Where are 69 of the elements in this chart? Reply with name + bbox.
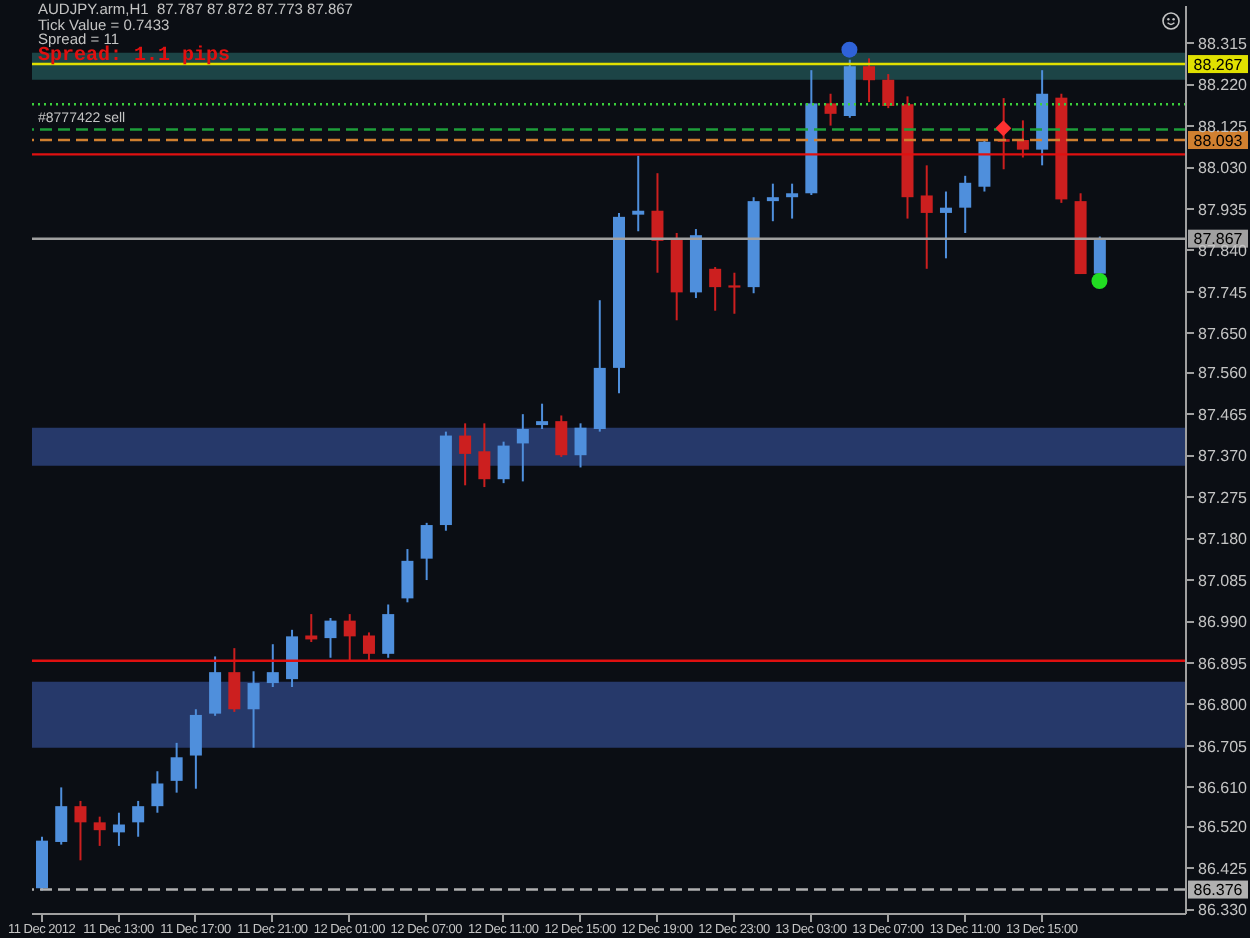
candlestick: [459, 422, 472, 487]
ref-line-label: 86.376: [1193, 881, 1244, 900]
candlestick: [478, 422, 491, 489]
y-tick-label: 87.370: [1198, 447, 1249, 466]
candlestick: [151, 770, 164, 814]
y-tick-label: 87.935: [1198, 200, 1249, 219]
candlestick: [228, 647, 241, 713]
candlestick: [882, 73, 895, 110]
candlestick: [286, 628, 299, 688]
y-tick-label: 86.610: [1198, 779, 1249, 798]
candlestick: [786, 182, 799, 220]
candlestick: [497, 440, 510, 485]
point: [995, 120, 1012, 137]
y-tick-label: 87.650: [1198, 325, 1249, 344]
candlestick: [766, 182, 779, 223]
candlestick: [247, 670, 260, 749]
y-tick-label: 87.180: [1198, 530, 1249, 549]
candlestick: [343, 613, 356, 662]
candlestick: [170, 741, 183, 794]
candlestick: [959, 174, 972, 234]
y-tick-label: 86.990: [1198, 613, 1249, 632]
y-tick-label: 87.465: [1198, 405, 1249, 424]
candlestick: [420, 521, 433, 582]
candlestick: [305, 613, 318, 644]
y-tick-label: 88.315: [1198, 34, 1249, 53]
candlestick: [978, 138, 991, 193]
ref-line-label: 88.093: [1193, 131, 1244, 150]
y-tick-label: 86.330: [1198, 901, 1249, 920]
candlestick: [536, 402, 549, 431]
point: [1091, 273, 1108, 290]
candlestick: [555, 414, 568, 458]
y-tick-label: 86.425: [1198, 859, 1249, 878]
y-tick-label: 88.220: [1198, 76, 1249, 95]
y-tick-label: 87.560: [1198, 364, 1249, 383]
candlestick: [362, 631, 375, 662]
candlestick: [939, 190, 952, 260]
candlestick: [516, 413, 529, 483]
candlestick: [132, 799, 145, 838]
candlestick: [324, 617, 337, 659]
y-tick-label: 86.800: [1198, 696, 1249, 715]
candlestick: [74, 799, 87, 862]
point: [841, 41, 858, 58]
candlestick: [632, 154, 645, 233]
candlestick: [709, 266, 722, 312]
candlestick: [863, 57, 876, 104]
candlestick: [574, 422, 587, 469]
candlestick: [920, 164, 933, 270]
candlestick: [824, 92, 837, 127]
y-tick-label: 86.705: [1198, 737, 1249, 756]
y-tick-label: 87.745: [1198, 283, 1249, 302]
y-tick-label: 87.085: [1198, 571, 1249, 590]
candlestick: [266, 643, 279, 688]
candlestick: [189, 708, 202, 790]
candlestick: [728, 271, 741, 315]
candlestick: [651, 172, 664, 274]
candlestick: [209, 655, 222, 717]
y-tick-label: 86.520: [1198, 818, 1249, 837]
candlestick: [36, 835, 48, 892]
candlestick: [401, 548, 414, 604]
y-tick-label: 86.895: [1198, 654, 1249, 673]
candlestick: [382, 603, 395, 659]
candlestick: [1016, 119, 1029, 159]
y-tick-label: 88.030: [1198, 159, 1249, 178]
candlestick: [93, 815, 106, 847]
ref-line-label: 87.867: [1193, 230, 1244, 249]
annotation: Spread: 1.1 pips: [38, 45, 233, 67]
ref-line-label: 88.267: [1193, 55, 1244, 74]
candlestick: [55, 786, 68, 846]
y-tick-label: 87.275: [1198, 488, 1249, 507]
